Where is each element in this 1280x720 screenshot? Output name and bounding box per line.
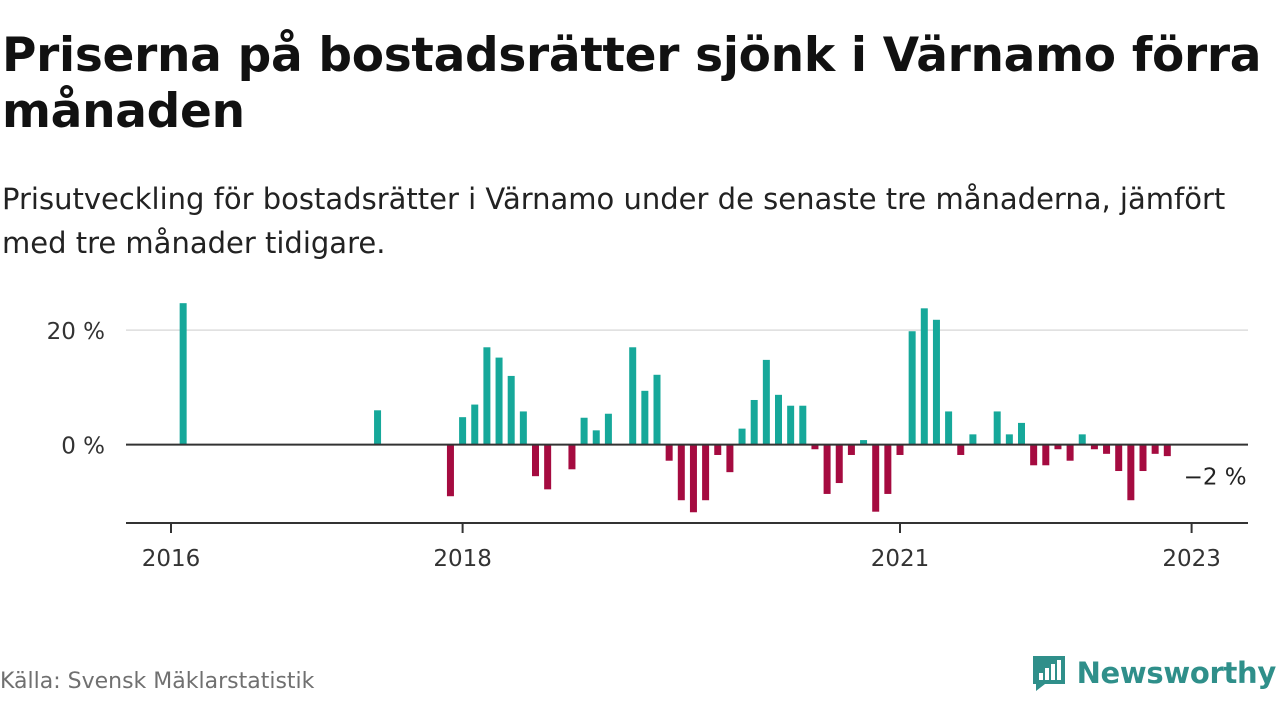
bar — [677, 444, 685, 501]
bar — [823, 444, 831, 494]
bar — [653, 374, 661, 445]
bar — [957, 444, 965, 455]
bar — [702, 444, 710, 501]
bar — [507, 375, 515, 445]
bar — [179, 303, 187, 445]
bar — [446, 444, 454, 497]
chart-title: Priserna på bostadsrätter sjönk i Värnam… — [2, 28, 1262, 139]
bar — [604, 413, 612, 445]
x-tick-label: 2021 — [871, 546, 930, 572]
bar — [459, 417, 467, 445]
bar — [1005, 434, 1013, 445]
bar — [1066, 444, 1074, 461]
bar — [665, 444, 673, 461]
x-tick-label: 2016 — [142, 546, 201, 572]
bar — [641, 390, 649, 445]
bar — [629, 347, 637, 445]
brand-name: Newsworthy — [1076, 656, 1277, 690]
bar — [920, 308, 928, 445]
last-value-label: −2 % — [1184, 465, 1247, 491]
bar — [580, 417, 588, 445]
bars — [179, 303, 1171, 513]
bar — [762, 359, 770, 445]
bar — [750, 399, 758, 445]
bar — [847, 444, 855, 455]
chart-subtitle: Prisutveckling för bostadsrätter i Värna… — [2, 182, 1226, 260]
bar — [1151, 444, 1159, 454]
bar — [884, 444, 892, 494]
bar — [799, 405, 807, 445]
bar — [908, 331, 916, 445]
x-tick-label: 2018 — [433, 546, 492, 572]
bar — [726, 444, 734, 473]
bar — [1127, 444, 1135, 501]
x-axis-ticks: 2016 2018 2021 2023 — [142, 523, 1221, 572]
bar — [689, 444, 697, 513]
bar — [532, 444, 539, 477]
bar — [592, 430, 600, 445]
bar — [544, 444, 552, 490]
axes — [126, 443, 1248, 524]
bar — [1030, 444, 1038, 466]
y-tick-label: 20 % — [47, 319, 105, 345]
bar — [787, 405, 795, 445]
bar — [993, 411, 1001, 445]
bar — [568, 444, 576, 470]
bar — [1018, 422, 1025, 445]
newsworthy-logo-icon — [1032, 656, 1065, 691]
bar — [714, 444, 722, 455]
bar-chart: 0 % 20 % 2016 2018 2021 2023 −2 % — [47, 303, 1248, 572]
bar — [374, 410, 382, 445]
bar — [872, 444, 880, 512]
source-note: Källa: Svensk Mäklarstatistik — [0, 669, 315, 694]
bar — [1139, 444, 1147, 472]
brand-logo: Newsworthy — [1031, 653, 1276, 693]
bar — [471, 404, 479, 445]
bar — [738, 428, 746, 445]
bar — [1163, 444, 1171, 457]
y-axis-ticks: 0 % 20 % — [47, 319, 105, 460]
bar — [1103, 444, 1111, 454]
bar — [1090, 444, 1098, 450]
bar — [775, 394, 782, 445]
x-tick-label: 2023 — [1162, 546, 1221, 572]
bar — [495, 357, 503, 445]
bar — [860, 440, 868, 445]
bar — [1042, 444, 1050, 466]
bar — [811, 444, 819, 450]
bar — [1078, 434, 1086, 445]
bar — [932, 319, 940, 445]
annotations: −2 % — [1184, 465, 1247, 491]
bar — [969, 434, 977, 445]
bar — [896, 444, 904, 455]
bar — [1054, 444, 1062, 450]
bar — [1115, 444, 1123, 472]
bar — [519, 411, 527, 445]
y-tick-label: 0 % — [61, 434, 105, 460]
bar — [835, 444, 843, 484]
bar — [945, 411, 953, 445]
bar — [483, 347, 491, 445]
